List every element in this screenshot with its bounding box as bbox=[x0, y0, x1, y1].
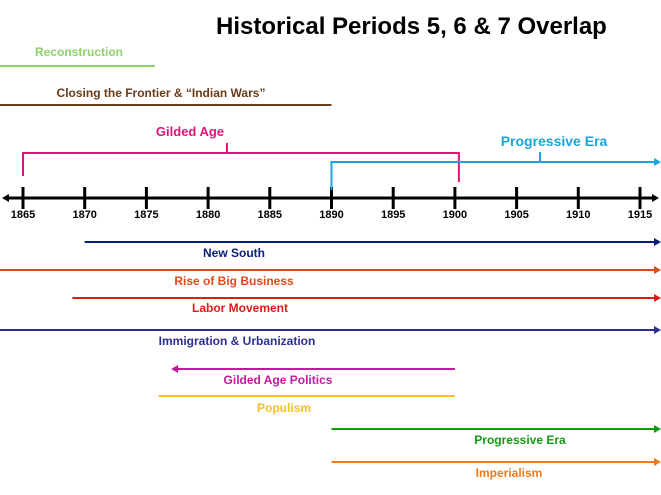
axis-tick-label: 1915 bbox=[628, 209, 652, 221]
theme-gilded-age-politics-label: Gilded Age Politics bbox=[224, 373, 333, 387]
diagram-title: Historical Periods 5, 6 & 7 Overlap bbox=[216, 13, 607, 40]
theme-labor-movement-arrow bbox=[654, 294, 661, 302]
axis-tick-label: 1880 bbox=[196, 209, 220, 221]
theme-imperialism-label: Imperialism bbox=[476, 466, 543, 480]
period-label-progressive: Progressive Era bbox=[501, 133, 608, 149]
period-label-frontier: Closing the Frontier & “Indian Wars” bbox=[57, 86, 266, 100]
axis-tick-label: 1890 bbox=[319, 209, 343, 221]
theme-gilded-age-politics-arrow bbox=[171, 365, 179, 373]
theme-populism-label: Populism bbox=[257, 401, 311, 415]
theme-new-south-label: New South bbox=[203, 246, 265, 260]
axis-tick-label: 1895 bbox=[381, 209, 405, 221]
theme-rise-of-big-business-arrow bbox=[654, 266, 661, 274]
theme-imperialism-arrow bbox=[654, 458, 661, 466]
period-arrow-progressive bbox=[654, 158, 661, 166]
axis-left-arrow bbox=[2, 194, 9, 202]
theme-labor-movement-label: Labor Movement bbox=[192, 301, 288, 315]
period-bracket-gilded-age bbox=[22, 152, 460, 182]
axis-tick-label: 1910 bbox=[566, 209, 590, 221]
axis-right-arrow bbox=[652, 194, 659, 202]
theme-immigration-urbanization-label: Immigration & Urbanization bbox=[159, 334, 316, 348]
theme-progressive-era-arrow bbox=[654, 425, 661, 433]
theme-new-south-arrow bbox=[654, 238, 661, 246]
theme-progressive-era-label: Progressive Era bbox=[474, 433, 566, 447]
axis-tick-label: 1885 bbox=[258, 209, 282, 221]
axis-tick-label: 1865 bbox=[11, 209, 35, 221]
theme-immigration-urbanization-arrow bbox=[654, 326, 661, 334]
period-bracket-progressive bbox=[330, 161, 655, 190]
axis-tick-label: 1870 bbox=[72, 209, 96, 221]
period-label-gilded-age: Gilded Age bbox=[156, 124, 224, 139]
axis-tick-label: 1875 bbox=[134, 209, 158, 221]
axis-tick-label: 1900 bbox=[443, 209, 467, 221]
axis-tick-label: 1905 bbox=[504, 209, 528, 221]
period-label-reconstruction: Reconstruction bbox=[35, 45, 123, 59]
theme-rise-of-big-business-label: Rise of Big Business bbox=[174, 274, 294, 288]
